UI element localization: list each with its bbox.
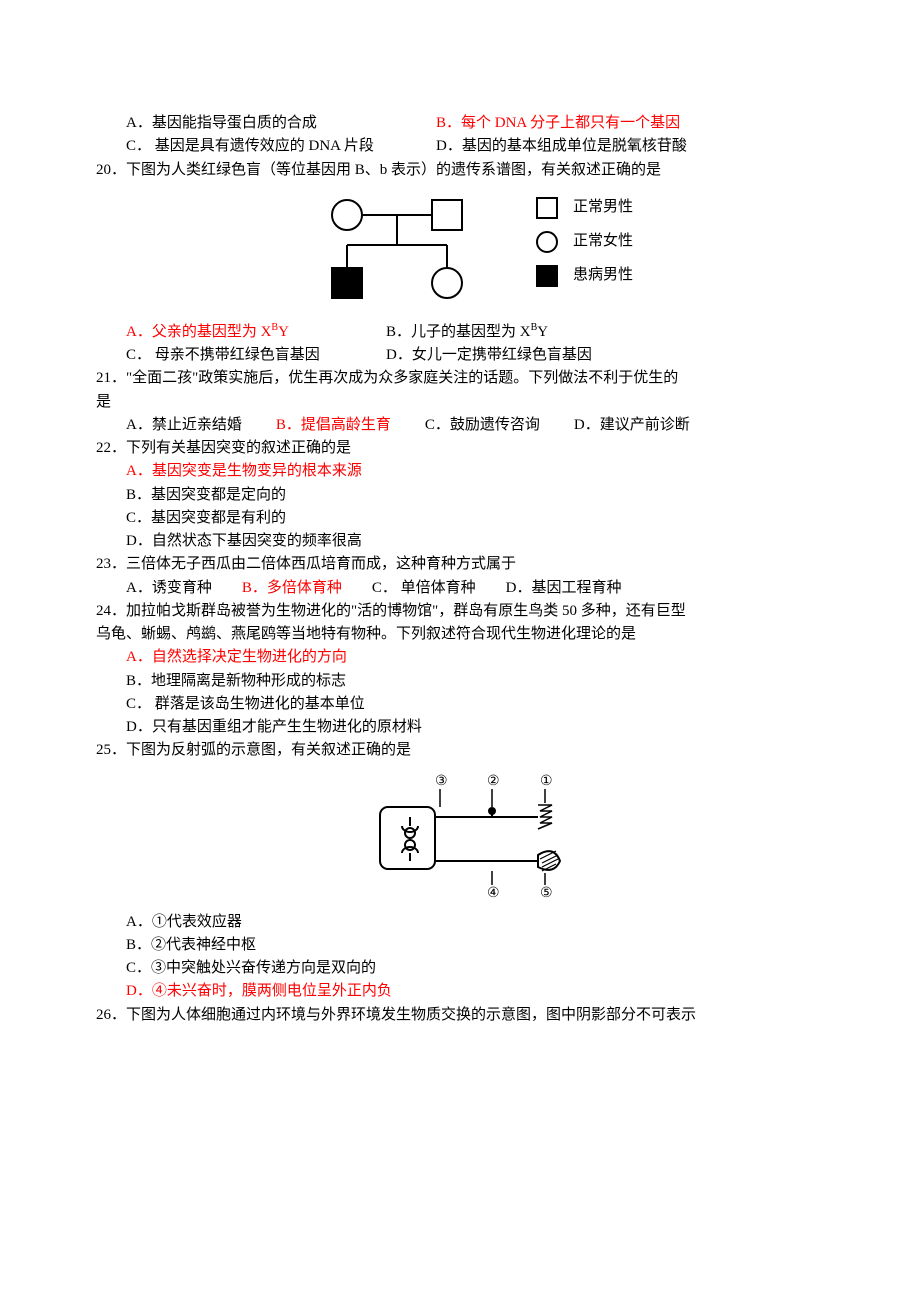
q20-options-row2: C． 母亲不携带红绿色盲基因 D．女儿一定携带红绿色盲基因 [96, 344, 824, 367]
q26-stem: 26．下图为人体细胞通过内环境与外界环境发生物质交换的示意图，图中阴影部分不可表… [96, 1004, 824, 1027]
q19-opt-b: B．每个 DNA 分子上都只有一个基因 [436, 112, 680, 135]
q23-opt-b: B．多倍体育种 [242, 577, 342, 600]
q20-figure-row: 正常男性 正常女性 患病男性 [96, 190, 824, 310]
q23-opt-a: A．诱变育种 [126, 577, 212, 600]
square-icon [535, 196, 563, 220]
q21-opt-d: D．建议产前诊断 [574, 414, 690, 437]
q19-options-row2: C． 基因是具有遗传效应的 DNA 片段 D．基因的基本组成单位是脱氧核苷酸 [96, 135, 824, 158]
q20-opt-c: C． 母亲不携带红绿色盲基因 [126, 344, 386, 367]
page-root: A．基因能指导蛋白质的合成 B．每个 DNA 分子上都只有一个基因 C． 基因是… [0, 0, 920, 1302]
q25-opt-a: A．①代表效应器 [96, 911, 824, 934]
legend-normal-male-label: 正常男性 [573, 196, 633, 219]
q23-stem: 23．三倍体无子西瓜由二倍体西瓜培育而成，这种育种方式属于 [96, 553, 824, 576]
q19-opt-a: A．基因能指导蛋白质的合成 [126, 112, 436, 135]
synapse-bottom [402, 840, 418, 861]
q21-stem2: 是 [96, 391, 824, 414]
q21-opt-c: C．鼓励遗传咨询 [425, 414, 540, 437]
q25-stem: 25．下图为反射弧的示意图，有关叙述正确的是 [96, 739, 824, 762]
q23-opt-c: C． 单倍体育种 [372, 577, 476, 600]
q25-opt-d: D．④未兴奋时，膜两侧电位呈外正内负 [96, 980, 824, 1003]
label-5: ⑤ [540, 886, 553, 901]
q22-opt-d: D．自然状态下基因突变的频率很高 [96, 530, 824, 553]
legend-normal-male: 正常男性 [535, 196, 633, 220]
q20-opt-b: B．儿子的基因型为 XBY [386, 320, 548, 344]
q22-opt-a: A．基因突变是生物变异的根本来源 [96, 460, 824, 483]
label-3: ③ [435, 774, 448, 789]
label-1: ① [540, 774, 553, 789]
q20-opt-b-pre: B．儿子的基因型为 X [386, 324, 531, 340]
q22-stem: 22．下列有关基因突变的叙述正确的是 [96, 437, 824, 460]
q20-opt-b-post: Y [537, 324, 548, 340]
filled-square-icon [535, 264, 563, 288]
q25-opt-b: B．②代表神经中枢 [96, 934, 824, 957]
q24-stem2: 乌龟、蜥蜴、鸬鹚、燕尾鸥等当地特有物种。下列叙述符合现代生物进化理论的是 [96, 623, 824, 646]
q24-opt-d: D．只有基因重组才能产生生物进化的原材料 [96, 716, 824, 739]
pedigree-legend: 正常男性 正常女性 患病男性 [535, 196, 633, 288]
q20-stem: 20．下图为人类红绿色盲（等位基因用 B、b 表示）的遗传系谱图，有关叙述正确的… [96, 159, 824, 182]
receptor-icon [538, 805, 552, 829]
reflex-arc-diagram: ③ ② ① ④ ⑤ [340, 771, 580, 901]
q21-stem1: 21．"全面二孩"政策实施后，优生再次成为众多家庭关注的话题。下列做法不利于优生… [96, 367, 824, 390]
legend-normal-female: 正常女性 [535, 230, 633, 254]
circle-icon [535, 230, 563, 254]
q22-opt-c: C．基因突变都是有利的 [96, 507, 824, 530]
label-2: ② [487, 774, 500, 789]
q20-opt-a-post: Y [278, 324, 289, 340]
q24-opt-a: A．自然选择决定生物进化的方向 [96, 646, 824, 669]
q25-opt-c: C．③中突触处兴奋传递方向是双向的 [96, 957, 824, 980]
effector-icon [538, 851, 560, 871]
q20-opt-a-pre: A．父亲的基因型为 X [126, 324, 271, 340]
q19-opt-d: D．基因的基本组成单位是脱氧核苷酸 [436, 135, 687, 158]
q24-stem1: 24．加拉帕戈斯群岛被誉为生物进化的"活的博物馆"，群岛有原生鸟类 50 多种，… [96, 600, 824, 623]
q20-options-row1: A．父亲的基因型为 XBY B．儿子的基因型为 XBY [96, 320, 824, 344]
q20-opt-d: D．女儿一定携带红绿色盲基因 [386, 344, 592, 367]
legend-affected-male: 患病男性 [535, 264, 633, 288]
legend-affected-male-label: 患病男性 [573, 264, 633, 287]
q23-options: A．诱变育种 B．多倍体育种 C． 单倍体育种 D．基因工程育种 [96, 577, 824, 600]
q21-opt-a: A．禁止近亲结婚 [126, 414, 242, 437]
synapse-top [402, 817, 418, 838]
q20-opt-a: A．父亲的基因型为 XBY [126, 320, 386, 344]
q25-figure-row: ③ ② ① ④ ⑤ [96, 771, 824, 901]
q21-opt-b: B．提倡高龄生育 [276, 414, 391, 437]
pedigree-diagram [287, 190, 507, 310]
label-4: ④ [487, 886, 500, 901]
q22-opt-b: B．基因突变都是定向的 [96, 484, 824, 507]
legend-normal-female-label: 正常女性 [573, 230, 633, 253]
q24-opt-c: C． 群落是该岛生物进化的基本单位 [96, 693, 824, 716]
q21-options: A．禁止近亲结婚 B．提倡高龄生育 C．鼓励遗传咨询 D．建议产前诊断 [96, 414, 824, 437]
q23-opt-d: D．基因工程育种 [506, 577, 622, 600]
q19-options-row1: A．基因能指导蛋白质的合成 B．每个 DNA 分子上都只有一个基因 [96, 112, 824, 135]
q24-opt-b: B．地理隔离是新物种形成的标志 [96, 670, 824, 693]
q19-opt-c: C． 基因是具有遗传效应的 DNA 片段 [126, 135, 436, 158]
